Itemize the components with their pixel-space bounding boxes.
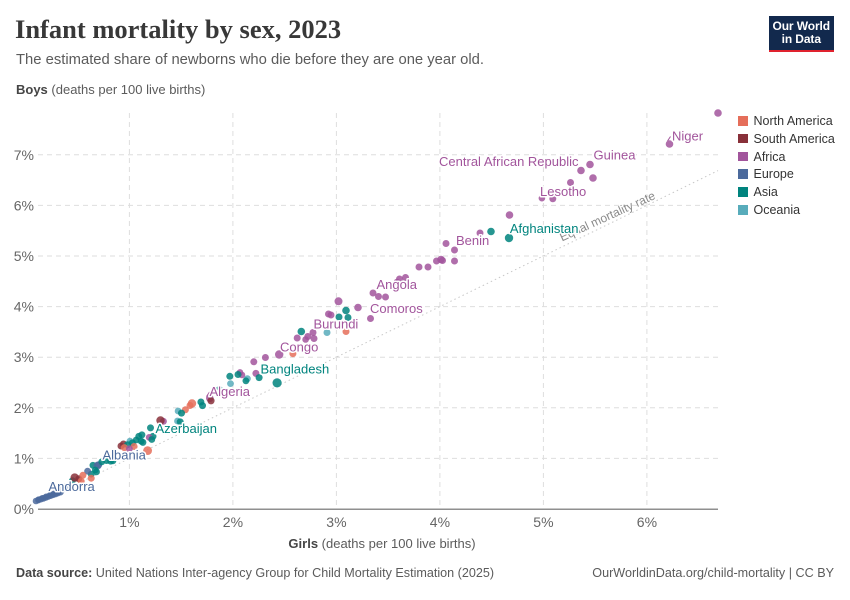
svg-text:Congo: Congo (280, 340, 318, 355)
svg-text:6%: 6% (14, 197, 34, 213)
svg-text:Afghanistan: Afghanistan (510, 221, 579, 236)
svg-text:3%: 3% (14, 349, 34, 365)
svg-text:7%: 7% (14, 147, 34, 163)
svg-text:Lesotho: Lesotho (540, 184, 586, 199)
svg-text:6%: 6% (637, 514, 657, 530)
svg-text:4%: 4% (430, 514, 450, 530)
svg-text:Guinea: Guinea (594, 148, 637, 163)
svg-text:Benin: Benin (456, 233, 489, 248)
svg-text:Azerbaijan: Azerbaijan (156, 421, 217, 436)
svg-text:1%: 1% (14, 450, 34, 466)
svg-text:Andorra: Andorra (49, 479, 96, 494)
svg-text:Burundi: Burundi (314, 317, 359, 332)
svg-text:1%: 1% (119, 514, 139, 530)
svg-text:Comoros: Comoros (370, 301, 423, 316)
svg-text:5%: 5% (14, 248, 34, 264)
svg-text:5%: 5% (533, 514, 553, 530)
svg-text:Niger: Niger (672, 129, 704, 144)
svg-text:Central African Republic: Central African Republic (439, 154, 579, 169)
svg-text:0%: 0% (14, 501, 34, 517)
svg-text:2%: 2% (14, 400, 34, 416)
svg-text:Angola: Angola (377, 277, 418, 292)
svg-text:Bangladesh: Bangladesh (261, 362, 330, 377)
svg-text:Algeria: Algeria (210, 384, 251, 399)
svg-text:4%: 4% (14, 299, 34, 315)
svg-text:3%: 3% (326, 514, 346, 530)
svg-text:2%: 2% (223, 514, 243, 530)
svg-text:Albania: Albania (103, 448, 147, 463)
